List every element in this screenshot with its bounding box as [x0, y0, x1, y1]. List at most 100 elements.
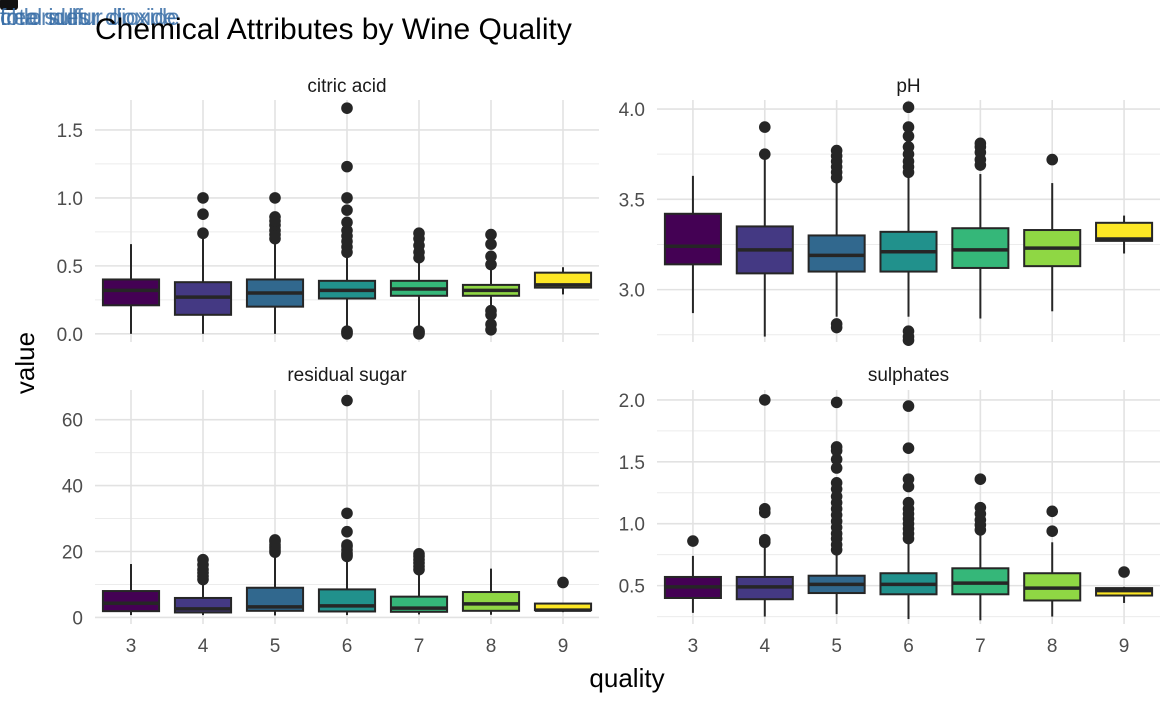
- box-quality-5: [245, 586, 305, 612]
- x-tick-label: 8: [486, 636, 497, 657]
- x-tick-label: 3: [688, 636, 699, 657]
- y-tick-label: 0.0: [57, 325, 83, 346]
- outlier-point: [758, 534, 771, 546]
- x-tick-label: 6: [903, 636, 914, 657]
- outlier-point: [830, 453, 843, 466]
- box-quality-3: [101, 278, 161, 307]
- outlier-point: [902, 442, 915, 454]
- overlay-label-2: free sulfur dioxide: [0, 4, 176, 30]
- x-tick-label: 9: [1119, 636, 1130, 657]
- y-tick-label: 3.5: [619, 190, 645, 211]
- facet-strip-title: residual sugar: [287, 365, 407, 386]
- outlier-point: [485, 238, 497, 250]
- outlier-point: [341, 539, 353, 551]
- outlier-point: [341, 525, 353, 538]
- x-tick-label: 9: [558, 636, 569, 657]
- y-axis-label: value: [10, 332, 40, 394]
- x-tick-label: 4: [759, 636, 770, 657]
- outlier-point: [413, 548, 425, 560]
- outlier-point: [687, 535, 699, 547]
- x-tick-label: 5: [831, 636, 842, 657]
- outlier-point: [902, 130, 915, 142]
- outlier-point: [341, 325, 353, 337]
- outlier-point: [758, 503, 771, 515]
- facet-strip-title: citric acid: [307, 76, 386, 97]
- outlier-point: [341, 224, 353, 237]
- outlier-point: [197, 553, 209, 566]
- facet-strip-title: sulphates: [868, 365, 949, 386]
- outlier-point: [830, 318, 843, 330]
- outlier-point: [341, 216, 353, 229]
- y-tick-label: 20: [62, 542, 83, 563]
- outlier-point: [413, 227, 425, 240]
- y-tick-label: 60: [62, 411, 83, 432]
- outlier-point: [341, 160, 353, 173]
- x-axis-label: quality: [589, 663, 664, 693]
- overlay-label-1: total sulfur dioxide: [0, 4, 180, 30]
- outlier-point: [485, 258, 497, 271]
- outlier-point: [269, 534, 281, 546]
- y-tick-label: 40: [62, 477, 83, 498]
- panels-layer: 0.0 0.5 1.0 1.5 citric acid 3.0 3.5 4.0 pH 0 20 40 6…: [57, 76, 1160, 657]
- box-quality-3: [663, 212, 722, 266]
- outlier-point: [974, 473, 987, 485]
- y-tick-label: 1.0: [57, 189, 83, 210]
- y-tick-label: 4.0: [619, 100, 645, 121]
- y-tick-label: 1.0: [619, 515, 645, 536]
- outlier-point: [830, 396, 843, 409]
- y-tick-label: 1.5: [57, 121, 83, 142]
- box-quality-3: [101, 590, 161, 613]
- x-tick-label: 6: [342, 636, 353, 657]
- outlier-point: [1046, 525, 1059, 537]
- box-quality-9: [1095, 221, 1154, 242]
- outlier-point: [830, 441, 843, 453]
- outlier-point: [830, 462, 843, 474]
- outlier-point: [341, 394, 353, 407]
- outlier-point: [830, 144, 843, 157]
- facet-strip-title: pH: [896, 76, 920, 97]
- outlier-point: [902, 400, 915, 412]
- box-quality-5: [807, 234, 866, 273]
- y-tick-label: 3.0: [619, 281, 645, 302]
- panel-citric-acid: 0.0 0.5 1.0 1.5 citric acid: [57, 76, 599, 346]
- outlier-point: [902, 325, 915, 337]
- panel-residual-sugar: 0 20 40 60 residual sugar 3 4 5 6 7 8 9: [62, 365, 599, 657]
- outlier-point: [341, 192, 353, 204]
- x-tick-label: 3: [126, 636, 137, 657]
- outlier-point: [413, 325, 425, 337]
- y-tick-label: 2.0: [619, 391, 645, 412]
- chart-title: Chemical Attributes by Wine Quality: [95, 13, 572, 46]
- overlay-marker-icon: [0, 0, 18, 10]
- outlier-point: [758, 394, 771, 406]
- y-tick-label: 0.5: [57, 257, 83, 278]
- outlier-point: [269, 211, 281, 223]
- outlier-point: [485, 318, 497, 331]
- x-tick-label: 7: [414, 636, 425, 657]
- x-tick-label: 5: [270, 636, 281, 657]
- y-tick-label: 1.5: [619, 453, 645, 474]
- box-quality-8: [461, 591, 521, 612]
- outlier-point: [485, 250, 497, 263]
- outlier-point: [341, 507, 353, 520]
- x-tick-label: 4: [198, 636, 209, 657]
- box-quality-7: [951, 567, 1010, 596]
- outlier-point: [974, 501, 987, 514]
- box-quality-7: [951, 227, 1010, 269]
- outlier-point: [341, 102, 353, 114]
- overlay-label-3: chlorides: [0, 4, 90, 30]
- outlier-point: [269, 192, 281, 204]
- outlier-point: [830, 477, 843, 489]
- outlier-point: [758, 148, 771, 160]
- x-tick-label: 8: [1047, 636, 1058, 657]
- outlier-point: [902, 121, 915, 133]
- outlier-point: [758, 121, 771, 133]
- y-tick-label: 0: [72, 608, 83, 629]
- outlier-point: [1118, 566, 1130, 578]
- outlier-point: [485, 228, 497, 241]
- box-quality-6: [317, 588, 377, 613]
- outlier-point: [341, 204, 353, 216]
- outlier-point: [1046, 153, 1059, 166]
- outlier-point: [902, 101, 915, 114]
- y-tick-label: 0.5: [619, 577, 645, 598]
